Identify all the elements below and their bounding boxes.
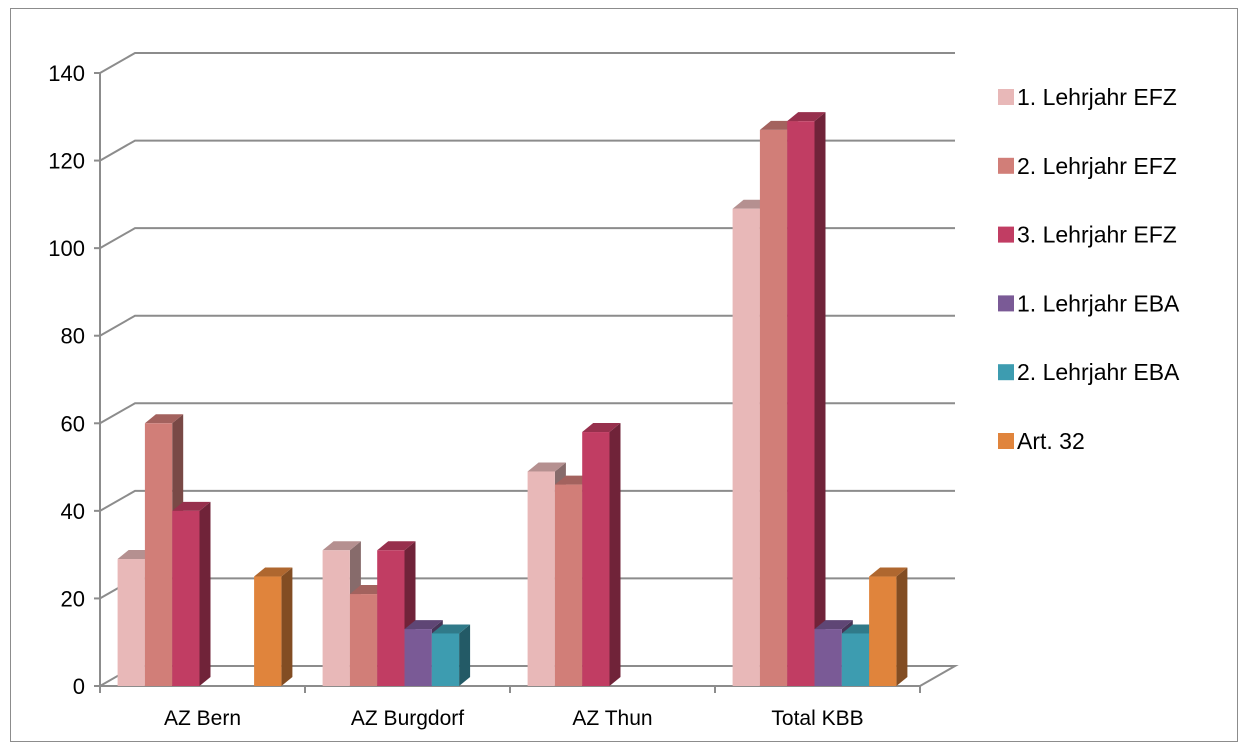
legend-swatch	[998, 226, 1014, 243]
y-tick-label: 20	[61, 586, 85, 611]
gridline	[99, 577, 955, 600]
legend-swatch	[998, 433, 1014, 449]
gridline	[99, 489, 955, 512]
gridline	[99, 314, 955, 337]
bar-top	[404, 620, 443, 630]
bar-front	[377, 550, 405, 686]
x-category-label: AZ Thun	[572, 707, 652, 730]
gridline	[99, 227, 955, 250]
legend-item: 2. Lehrjahr EBA	[998, 359, 1180, 385]
legend-item: 3. Lehrjahr EFZ	[998, 222, 1177, 248]
bar-top	[377, 541, 416, 551]
bar-top	[431, 624, 471, 634]
y-axis-ticks: 0 20 40 60 80 100 120 140	[48, 61, 100, 699]
chart-frame	[10, 8, 1238, 742]
legend-swatch	[998, 157, 1014, 174]
bar-front	[732, 208, 760, 686]
bar-front	[349, 594, 378, 686]
legend: 1. Lehrjahr EFZ 2. Lehrjahr EFZ 3. Lehrjah…	[998, 84, 1180, 454]
bar-front	[787, 121, 815, 686]
gridlines	[99, 52, 955, 600]
bar	[254, 567, 293, 686]
bar	[787, 112, 826, 686]
bar-side	[459, 624, 471, 686]
bar-side	[609, 423, 621, 686]
bar-top	[172, 501, 211, 511]
bar	[431, 624, 471, 686]
bar-top	[814, 620, 853, 630]
bar-top	[869, 567, 908, 577]
bar-top	[254, 567, 293, 577]
bar-front	[527, 471, 555, 686]
legend-label: Art. 32	[1017, 428, 1085, 454]
legend-label: 1. Lehrjahr EBA	[1017, 290, 1180, 316]
legend-swatch	[998, 295, 1014, 312]
bar-front	[404, 629, 432, 686]
bar-top	[527, 462, 566, 472]
bar-front	[759, 129, 788, 686]
legend-label: 3. Lehrjahr EFZ	[1017, 222, 1177, 248]
x-category-label: Total KBB	[771, 707, 863, 730]
y-tick-label: 100	[48, 236, 85, 261]
bar-top	[144, 414, 184, 424]
legend-label: 2. Lehrjahr EFZ	[1017, 153, 1177, 179]
gridline	[99, 402, 955, 425]
bar-front	[582, 432, 610, 686]
bar-front	[144, 423, 173, 686]
x-axis-categories: AZ Bern AZ Burgdorf AZ Thun Total KBB	[164, 707, 864, 730]
bar-side	[814, 112, 826, 686]
y-tick-label: 0	[73, 674, 85, 699]
y-tick-label: 60	[61, 411, 85, 436]
bar-front	[841, 633, 870, 686]
bar	[582, 423, 621, 686]
legend-label: 1. Lehrjahr EFZ	[1017, 84, 1177, 110]
bar-front	[322, 550, 350, 686]
legend-item: 1. Lehrjahr EFZ	[998, 84, 1177, 110]
bar-top	[582, 423, 621, 433]
gridline	[99, 52, 955, 74]
bar-front	[254, 576, 282, 686]
y-tick-label: 140	[48, 61, 85, 86]
bar-top	[787, 112, 826, 122]
bars	[117, 112, 908, 686]
legend-item: 1. Lehrjahr EBA	[998, 290, 1180, 316]
bar-front	[554, 484, 583, 686]
gridline	[99, 139, 955, 162]
bar-front	[814, 629, 842, 686]
legend-swatch	[998, 89, 1014, 105]
x-category-label: AZ Burgdorf	[351, 707, 464, 730]
legend-item: 2. Lehrjahr EFZ	[998, 153, 1177, 179]
legend-swatch	[998, 364, 1014, 381]
bar-front	[117, 559, 145, 686]
bar-side	[896, 567, 908, 686]
bar	[869, 567, 908, 686]
legend-label: 2. Lehrjahr EBA	[1017, 359, 1180, 385]
y-tick-label: 80	[61, 324, 85, 349]
bar-side	[281, 567, 293, 686]
legend-item: Art. 32	[998, 428, 1085, 454]
y-tick-label: 120	[48, 149, 85, 174]
bar-front	[172, 510, 200, 686]
y-tick-label: 40	[61, 499, 85, 524]
bar-front	[869, 576, 897, 686]
bar-top	[322, 541, 361, 551]
bar-side	[199, 501, 211, 686]
bar-front	[431, 633, 460, 686]
x-category-label: AZ Bern	[164, 707, 241, 730]
bar	[172, 501, 211, 686]
